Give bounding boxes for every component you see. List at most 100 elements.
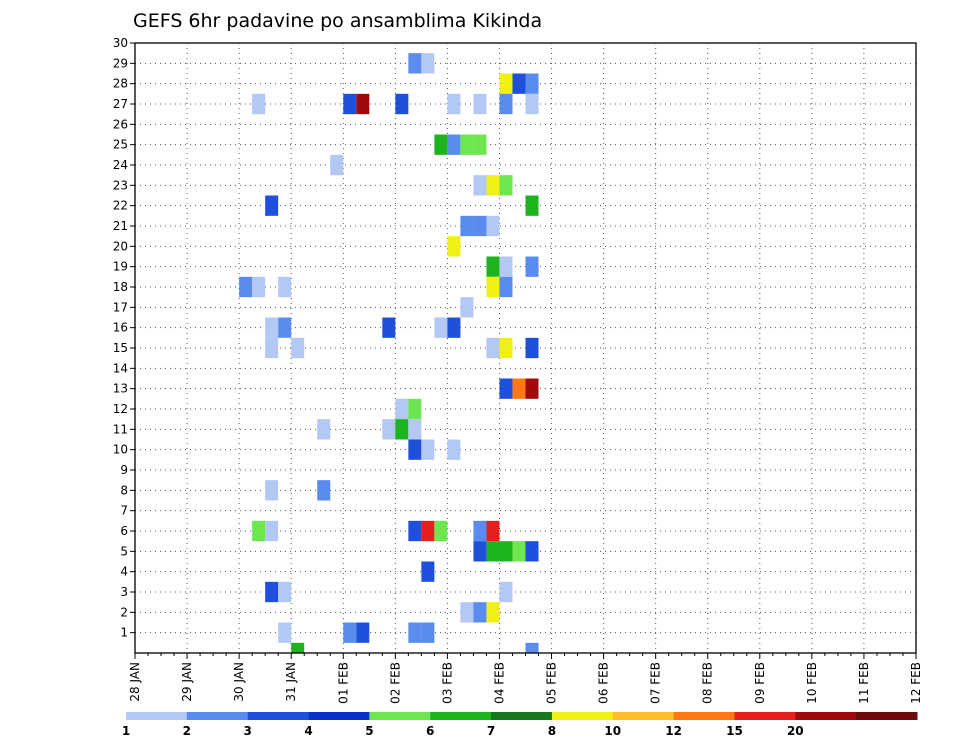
precip-cell: [408, 419, 422, 440]
precip-cell: [291, 337, 305, 359]
precip-cell: [252, 93, 266, 115]
legend-label: 10: [604, 724, 621, 738]
precip-cell: [499, 541, 513, 562]
color-legend: 1 2 3 4 5 6 7 8 10 12 15 20: [122, 712, 918, 738]
legend-swatch: [551, 712, 614, 720]
x-tick-label: 02 FEB: [388, 662, 402, 704]
legend-swatch: [430, 712, 492, 720]
precip-cell: [265, 581, 279, 603]
precip-cell: [486, 541, 500, 562]
precip-cell: [447, 317, 461, 338]
precip-cell: [499, 276, 513, 298]
precip-cell: [434, 317, 448, 338]
x-tick-label: 31 JAN: [284, 662, 298, 702]
precip-cell: [278, 622, 292, 643]
precip-cell: [473, 602, 487, 623]
x-tick-label: 11 FEB: [857, 662, 871, 704]
precip-cell: [525, 378, 539, 399]
precip-cell: [486, 337, 500, 359]
precip-cell: [421, 520, 435, 542]
precip-cell: [265, 520, 279, 542]
y-tick-label: 19: [113, 260, 128, 274]
y-tick-label: 13: [113, 382, 128, 396]
legend-swatch: [491, 712, 553, 720]
precip-cell: [382, 419, 396, 440]
y-tick-label: 27: [113, 97, 128, 111]
legend-swatch: [795, 712, 857, 720]
y-tick-label: 15: [113, 341, 128, 355]
precip-cell: [421, 622, 435, 643]
legend-swatch: [369, 712, 431, 720]
precip-cell: [499, 337, 513, 359]
precip-cell: [408, 520, 422, 542]
precip-cell: [473, 541, 487, 562]
y-tick-label: 23: [113, 178, 128, 192]
precip-cell: [460, 215, 474, 237]
x-tick-label: 06 FEB: [597, 662, 611, 704]
legend-swatch: [126, 712, 188, 720]
precip-cell: [499, 256, 513, 277]
y-tick-label: 24: [113, 158, 128, 172]
x-tick-label: 09 FEB: [753, 662, 767, 704]
legend-swatch: [734, 712, 796, 720]
legend-label: 4: [304, 724, 312, 738]
precip-cell: [382, 317, 396, 338]
x-tick-label: 12 FEB: [909, 662, 923, 704]
y-tick-label: 26: [113, 117, 128, 131]
precip-cell: [525, 337, 539, 359]
precip-cell: [486, 215, 500, 237]
y-tick-label: 1: [120, 626, 128, 640]
precip-cell: [408, 53, 422, 74]
y-axis-ticks: 1234567891011121314151617181920212223242…: [113, 36, 135, 640]
precip-cell: [499, 175, 513, 196]
x-tick-label: 01 FEB: [336, 662, 350, 704]
y-tick-label: 2: [120, 605, 128, 619]
precip-cell: [499, 93, 513, 115]
precip-cell: [460, 134, 474, 155]
x-tick-label: 29 JAN: [180, 662, 194, 702]
precip-cell: [486, 276, 500, 298]
legend-label: 20: [787, 724, 804, 738]
precip-cell: [356, 93, 370, 115]
precip-cell: [499, 581, 513, 603]
y-tick-label: 30: [113, 36, 128, 50]
y-tick-label: 20: [113, 239, 128, 253]
x-tick-label: 10 FEB: [805, 662, 819, 704]
precip-cell: [486, 520, 500, 542]
precip-cell: [330, 154, 344, 176]
y-tick-label: 11: [113, 422, 128, 436]
y-tick-label: 14: [113, 361, 128, 375]
precip-cell: [473, 134, 487, 155]
y-tick-label: 6: [120, 524, 128, 538]
legend-label: 6: [426, 724, 434, 738]
y-tick-label: 4: [120, 565, 128, 579]
precip-cell: [447, 236, 461, 257]
x-tick-label: 07 FEB: [649, 662, 663, 704]
x-tick-label: 30 JAN: [232, 662, 246, 702]
precip-cell: [499, 378, 513, 399]
x-tick-label: 28 JAN: [128, 662, 142, 702]
precip-cell: [486, 256, 500, 277]
precip-cell: [434, 520, 448, 542]
precip-cell: [239, 276, 253, 298]
precip-cell: [343, 622, 357, 643]
y-tick-label: 16: [113, 321, 128, 335]
precip-cell: [460, 602, 474, 623]
precip-cell: [447, 93, 461, 115]
precip-cell: [408, 622, 422, 643]
y-tick-label: 17: [113, 300, 128, 314]
precip-cell: [525, 642, 539, 653]
legend-label: 2: [183, 724, 191, 738]
y-tick-label: 8: [120, 483, 128, 497]
y-tick-label: 18: [113, 280, 128, 294]
legend-label: 5: [365, 724, 373, 738]
precip-cell: [343, 93, 357, 115]
precip-cell: [252, 520, 266, 542]
precip-cell: [421, 439, 435, 460]
legend-label: 1: [122, 724, 130, 738]
precip-cell: [525, 541, 539, 562]
legend-label: 8: [548, 724, 556, 738]
precip-cell: [265, 317, 279, 338]
precip-cell: [265, 480, 279, 501]
